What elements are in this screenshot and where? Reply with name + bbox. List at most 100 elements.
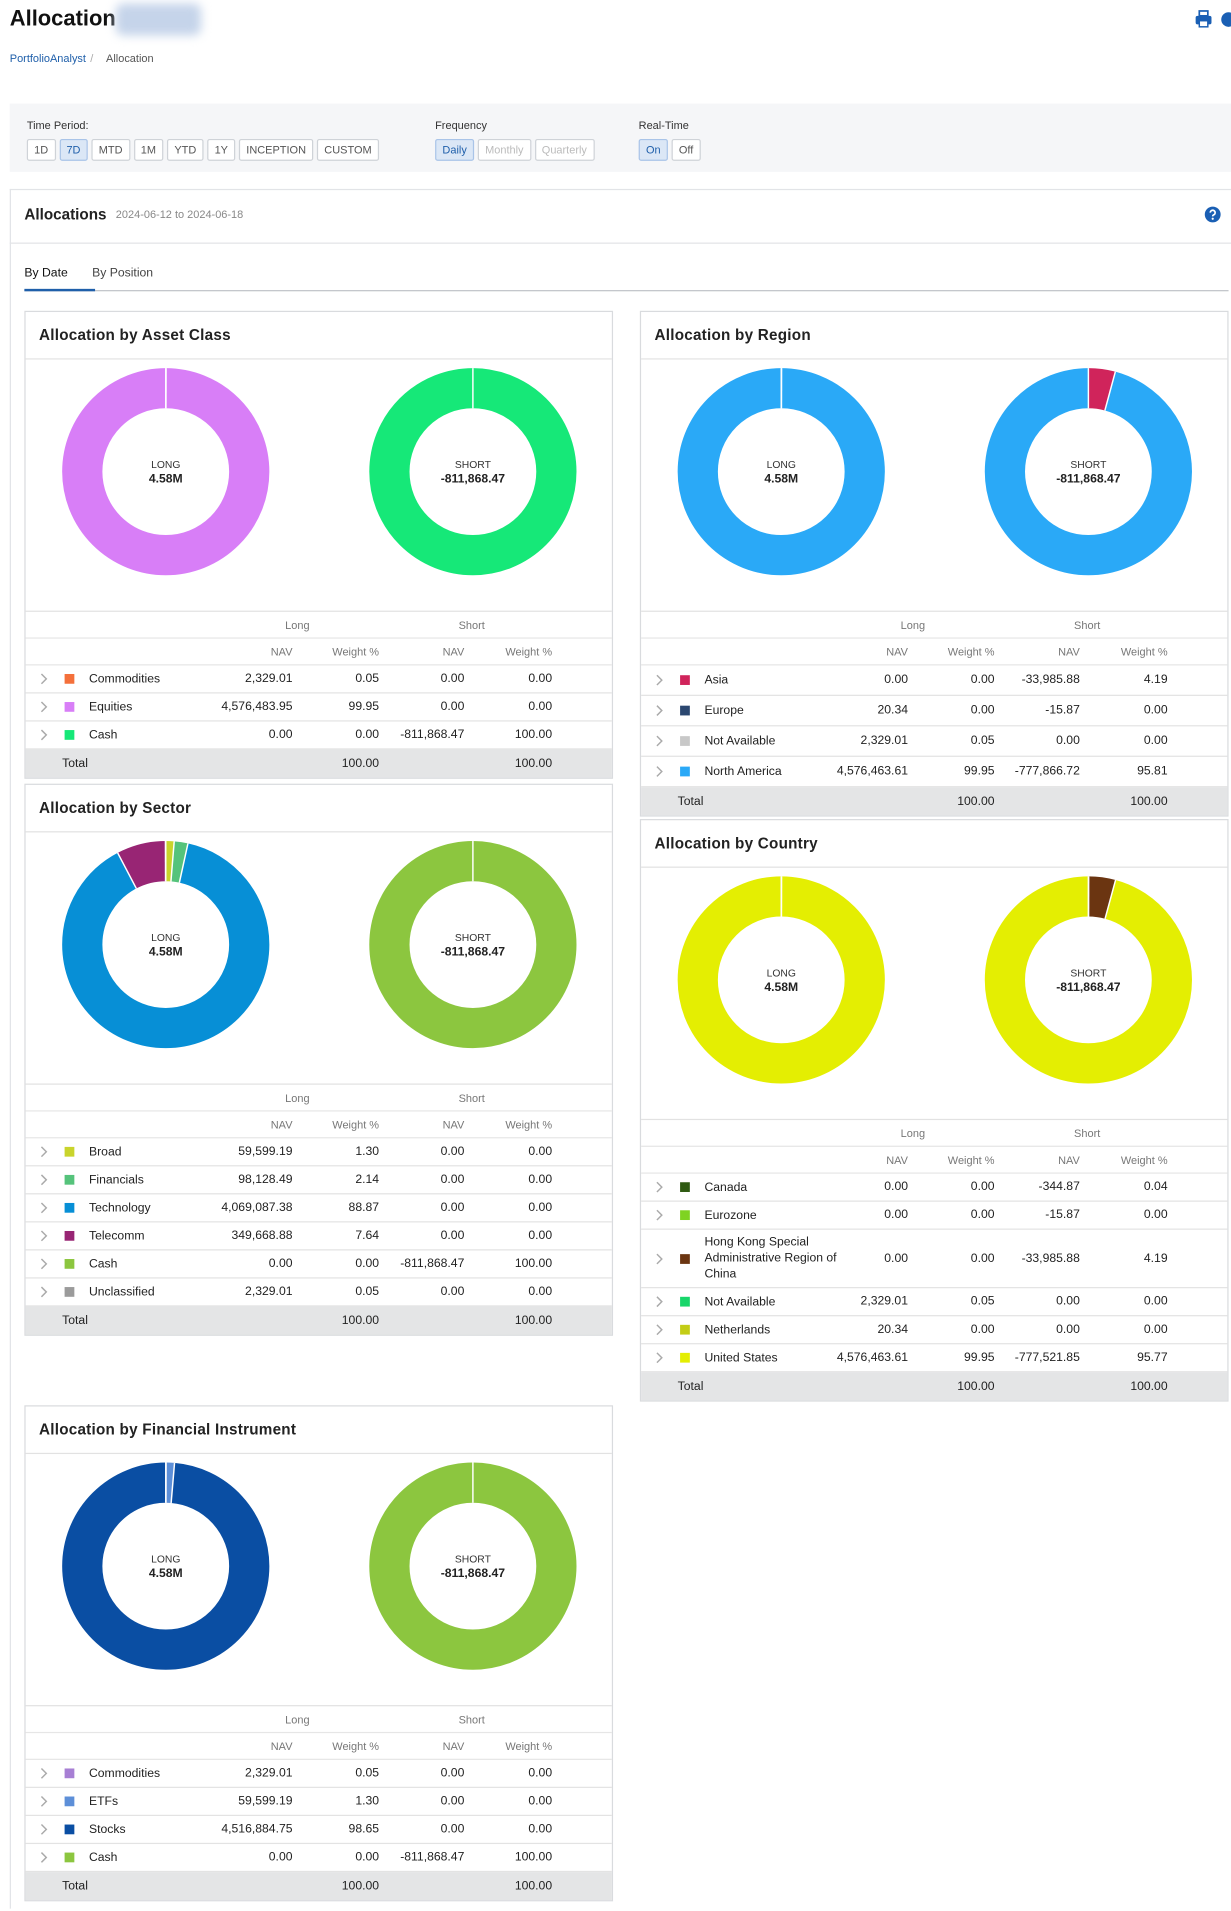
row-value: 0.00 — [440, 700, 465, 714]
row-name: Netherlands — [704, 1323, 771, 1337]
filter-option[interactable]: 1M — [133, 138, 164, 161]
expand-chevron[interactable] — [39, 1823, 49, 1835]
total-row: Total 100.00 100.00 — [641, 1372, 1228, 1401]
table-row[interactable]: Commodities 2,329.01 0.05 0.00 0.00 — [25, 1760, 612, 1788]
table-row[interactable]: Not Available 2,329.01 0.05 0.00 0.00 — [641, 726, 1228, 757]
color-swatch — [680, 1296, 690, 1307]
table-row[interactable]: United States 4,576,463.61 99.95 -777,521.8… — [641, 1344, 1228, 1373]
table-row[interactable]: Hong Kong Special Administrative Region … — [641, 1230, 1228, 1289]
table-row[interactable]: Commodities 2,329.01 0.05 0.00 0.00 — [25, 665, 612, 694]
row-name: United States — [704, 1351, 778, 1365]
filter-option[interactable]: 1D — [26, 138, 56, 161]
table-row[interactable]: Cash 0.00 0.00 -811,868.47 100.00 — [25, 1844, 612, 1873]
chevron-shape — [656, 1352, 663, 1364]
expand-chevron[interactable] — [39, 1767, 49, 1779]
table-row[interactable]: ETFs 59,599.19 1.30 0.00 0.00 — [25, 1788, 612, 1817]
filter-option[interactable]: Off — [671, 138, 701, 161]
expand-chevron[interactable] — [39, 1795, 49, 1807]
panel-title: Allocation by Financial Instrument — [25, 1406, 612, 1455]
table-row[interactable]: North America 4,576,463.61 99.95 -777,866.7… — [641, 757, 1228, 788]
expand-chevron[interactable] — [654, 1181, 664, 1193]
tab[interactable]: By Position — [92, 266, 154, 281]
table-row[interactable]: Asia 0.00 0.00 -33,985.88 4.19 — [641, 665, 1228, 696]
row-value: 2.14 — [355, 1173, 380, 1187]
color-swatch — [680, 705, 690, 716]
filter-option[interactable]: YTD — [167, 138, 204, 161]
color-swatch — [680, 1182, 690, 1192]
filter-option[interactable]: Monthly — [477, 138, 531, 161]
filter-option[interactable]: Quarterly — [534, 138, 595, 161]
row-name: Broad — [88, 1145, 122, 1159]
table-row[interactable]: Telecomm 349,668.88 7.64 0.00 0.00 — [25, 1222, 612, 1251]
row-value: -811,868.47 — [400, 1257, 465, 1271]
row-name: Cash — [88, 1850, 118, 1865]
chevron-shape — [656, 1253, 663, 1264]
table-group-header: Long Short — [25, 610, 612, 639]
table-row[interactable]: Netherlands 20.34 0.00 0.00 0.00 — [641, 1316, 1228, 1345]
slice-separator — [1104, 879, 1117, 919]
chevron-shape — [40, 1174, 48, 1186]
table-row[interactable]: Canada 0.00 0.00 -344.87 0.04 — [641, 1174, 1228, 1202]
chevron-shape — [40, 1230, 48, 1242]
expand-chevron[interactable] — [654, 1324, 664, 1336]
row-value: 0.00 — [884, 673, 909, 687]
expand-chevron[interactable] — [39, 1851, 49, 1863]
tab[interactable]: By Date — [24, 266, 68, 281]
expand-chevron[interactable] — [39, 1258, 49, 1270]
table-row[interactable]: Cash 0.00 0.00 -811,868.47 100.00 — [25, 1250, 612, 1279]
filter-option[interactable]: Daily — [435, 138, 475, 161]
breadcrumb-link[interactable]: PortfolioAnalyst — [9, 52, 86, 65]
expand-chevron[interactable] — [39, 1146, 49, 1158]
row-value: 4,576,463.61 — [836, 1351, 909, 1365]
filter-option[interactable]: INCEPTION — [238, 138, 314, 161]
table-row[interactable]: Not Available 2,329.01 0.05 0.00 0.00 — [641, 1288, 1228, 1317]
row-name: Cash — [88, 1257, 118, 1271]
expand-chevron[interactable] — [39, 701, 49, 713]
expand-chevron[interactable] — [654, 735, 664, 747]
group-label: Short — [458, 1713, 485, 1726]
table-row[interactable]: Broad 59,599.19 1.30 0.00 0.00 — [25, 1138, 612, 1167]
filter-option[interactable]: MTD — [91, 138, 130, 161]
expand-chevron[interactable] — [654, 1296, 664, 1308]
table-row[interactable]: Unclassified 2,329.01 0.05 0.00 0.00 — [25, 1279, 612, 1307]
column-header: NAV — [270, 645, 293, 658]
table-row[interactable]: Eurozone 0.00 0.00 -15.87 0.00 — [641, 1202, 1228, 1230]
table-row[interactable]: Europe 20.34 0.00 -15.87 0.00 — [641, 696, 1228, 727]
expand-chevron[interactable] — [654, 704, 664, 716]
expand-chevron[interactable] — [39, 1202, 49, 1214]
expand-chevron[interactable] — [39, 1286, 49, 1298]
expand-chevron[interactable] — [39, 673, 49, 685]
allocation-panel: Allocation by Sector LONG 4.58M SHORT -811,8… — [24, 783, 614, 1336]
table-row[interactable]: Stocks 4,516,884.75 98.65 0.00 0.00 — [25, 1816, 612, 1845]
filter-option[interactable]: 1Y — [207, 138, 236, 161]
expand-chevron[interactable] — [654, 1352, 664, 1364]
group-label: Long — [285, 1713, 310, 1726]
filter-option[interactable]: On — [638, 138, 668, 161]
table-row[interactable]: Equities 4,576,483.95 99.95 0.00 0.00 — [25, 693, 612, 722]
expand-chevron[interactable] — [39, 729, 49, 741]
row-value: 0.00 — [528, 1794, 553, 1809]
table-row[interactable]: Technology 4,069,087.38 88.87 0.00 0.00 — [25, 1194, 612, 1223]
row-value: 0.00 — [970, 673, 995, 687]
row-value: 7.64 — [355, 1229, 380, 1243]
row-value: -811,868.47 — [400, 728, 465, 742]
filter-option[interactable]: CUSTOM — [316, 138, 379, 161]
expand-chevron[interactable] — [39, 1174, 49, 1186]
row-value: 0.00 — [970, 1251, 995, 1266]
expand-chevron[interactable] — [654, 1252, 664, 1264]
expand-chevron[interactable] — [654, 674, 664, 686]
filter-option[interactable]: 7D — [59, 138, 88, 161]
expand-chevron[interactable] — [39, 1230, 49, 1242]
expand-chevron[interactable] — [654, 1209, 664, 1221]
table-row[interactable]: Financials 98,128.49 2.14 0.00 0.00 — [25, 1166, 612, 1195]
column-header: Weight % — [505, 1739, 553, 1753]
expand-chevron[interactable] — [654, 765, 664, 777]
donut-label: SHORT — [1070, 460, 1107, 471]
table-row[interactable]: Cash 0.00 0.00 -811,868.47 100.00 — [25, 722, 612, 750]
row-value: 0.00 — [884, 1180, 909, 1194]
help-icon[interactable] — [1204, 206, 1221, 223]
group-label: Short — [458, 618, 485, 631]
breadcrumb-current: Allocation — [106, 52, 154, 65]
